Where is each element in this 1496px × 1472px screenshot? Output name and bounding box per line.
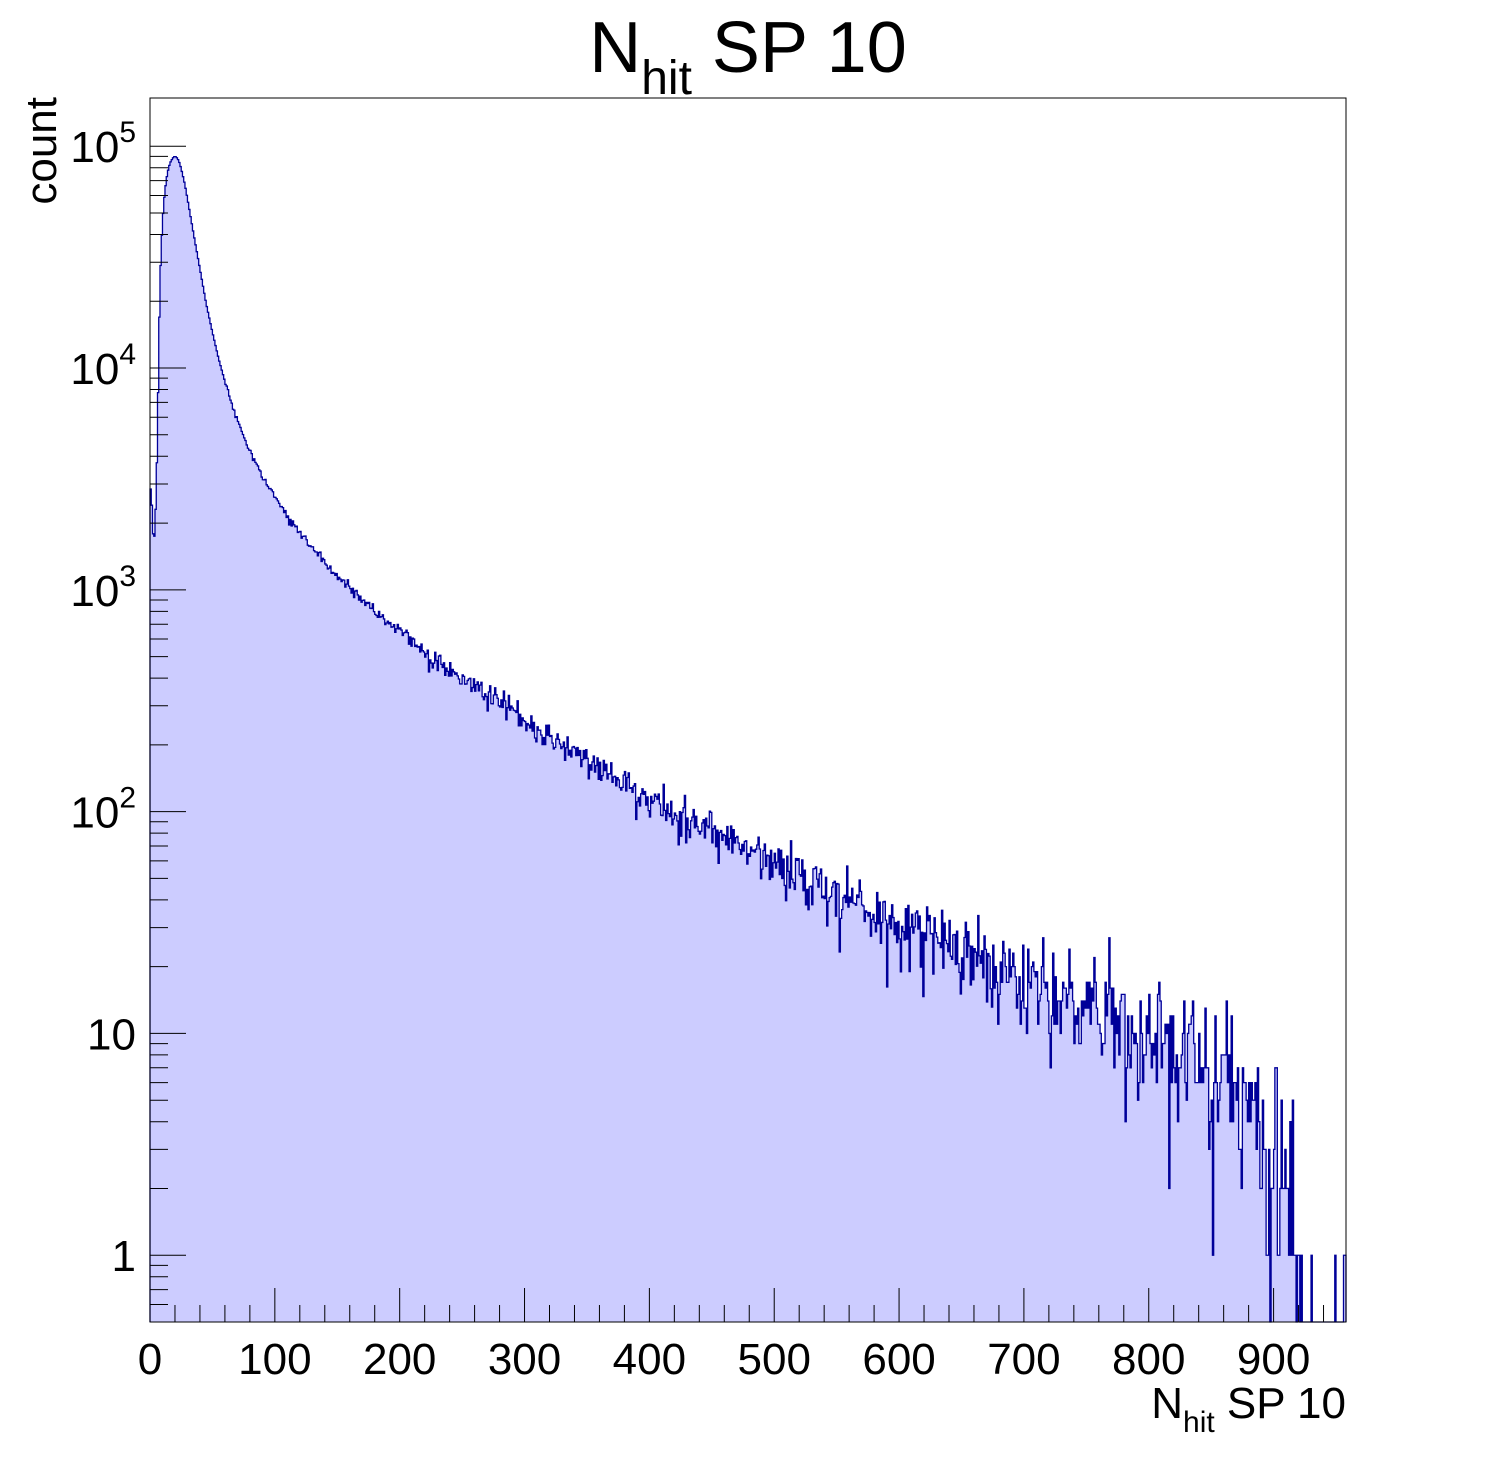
x-tick-label: 700 xyxy=(987,1335,1060,1384)
y-tick-label: 1 xyxy=(112,1232,136,1281)
y-tick-exponent: 3 xyxy=(119,560,136,593)
x-tick-label: 600 xyxy=(862,1335,935,1384)
x-tick-label: 0 xyxy=(138,1335,162,1384)
y-tick-exponent: 2 xyxy=(119,782,136,815)
x-tick-label: 200 xyxy=(363,1335,436,1384)
x-axis-label-main: N xyxy=(1151,1379,1183,1428)
y-tick-base: 1 xyxy=(112,1232,136,1281)
y-tick-label: 103 xyxy=(70,560,136,616)
x-axis-label-rest: SP 10 xyxy=(1215,1379,1346,1428)
y-tick-base: 10 xyxy=(70,123,119,172)
y-tick-base: 10 xyxy=(70,567,119,616)
x-tick-label: 900 xyxy=(1237,1335,1310,1384)
chart-title-main: N xyxy=(589,8,641,88)
x-tick-label: 800 xyxy=(1112,1335,1185,1384)
x-tick-label: 100 xyxy=(238,1335,311,1384)
chart-title-sub: hit xyxy=(641,52,692,105)
y-tick-base: 10 xyxy=(70,789,119,838)
x-axis-label: Nhit SP 10 xyxy=(1151,1379,1346,1439)
plot-area xyxy=(149,156,1347,1323)
x-axis-label-sub: hit xyxy=(1183,1406,1215,1439)
y-tick-label: 102 xyxy=(70,782,136,838)
y-tick-base: 10 xyxy=(87,1010,136,1059)
y-tick-exponent: 5 xyxy=(119,116,136,149)
chart-title: Nhit SP 10 xyxy=(589,8,907,105)
x-tick-label: 300 xyxy=(488,1335,561,1384)
x-tick-label: 400 xyxy=(613,1335,686,1384)
plot-frame xyxy=(149,97,1347,1323)
y-axis-label: count xyxy=(17,97,66,205)
frame-layer xyxy=(149,97,1347,1323)
y-tick-label: 104 xyxy=(70,338,136,394)
ticks-layer: 0 100 200 300 400 500 600 700 800 900110102103104… xyxy=(70,116,1325,1384)
histogram-fill xyxy=(150,156,1346,1322)
y-tick-label: 10 xyxy=(87,1010,136,1059)
x-tick-label: 500 xyxy=(738,1335,811,1384)
y-tick-base: 10 xyxy=(70,345,119,394)
y-tick-label: 105 xyxy=(70,116,136,172)
histogram-line xyxy=(149,156,1347,1323)
chart-title-rest: SP 10 xyxy=(692,8,907,88)
y-tick-exponent: 4 xyxy=(119,338,136,371)
